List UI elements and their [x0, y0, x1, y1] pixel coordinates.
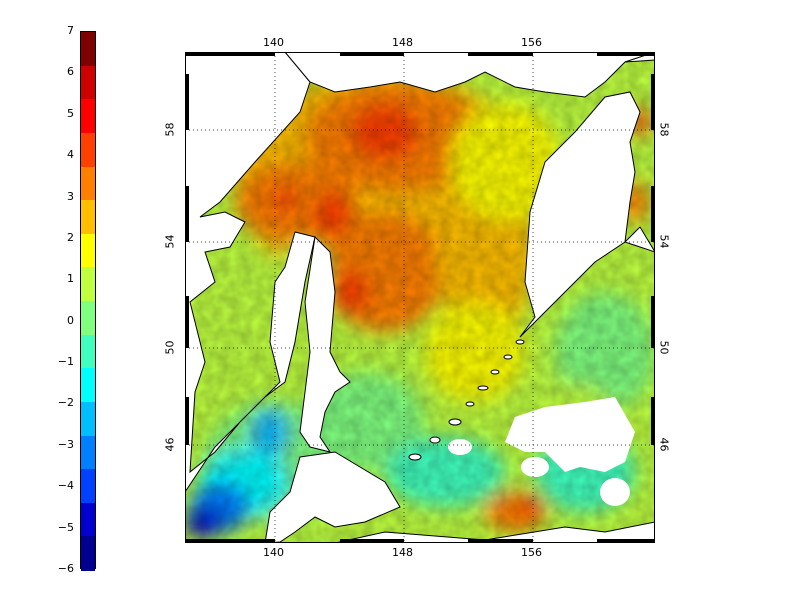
lat-label-left-58: 58	[163, 122, 177, 137]
colorbar-band	[81, 368, 95, 403]
colorbar-tick-label: −5	[57, 520, 74, 534]
colorbar-band	[81, 502, 95, 537]
lon-label-bottom-140: 140	[263, 546, 284, 559]
lat-label-right-58: 58	[657, 122, 671, 137]
colorbar-band	[81, 267, 95, 302]
land-hokkaido	[264, 451, 401, 543]
no-data-areas	[448, 397, 635, 506]
colorbar-band	[81, 301, 95, 336]
colorbar-band	[81, 132, 95, 167]
colorbar-tick-label: −6	[57, 562, 74, 575]
lon-label-top-148: 148	[392, 36, 413, 49]
lat-label-left-54: 54	[163, 234, 177, 249]
colorbar-band	[81, 233, 95, 268]
map-plot	[185, 52, 655, 543]
land-sakhalin	[299, 235, 351, 453]
lon-label-bottom-148: 148	[392, 546, 413, 559]
colorbar-band	[81, 435, 95, 470]
lat-label-right-46: 46	[657, 437, 671, 452]
colorbar-band	[81, 334, 95, 369]
lat-label-right-50: 50	[657, 340, 671, 355]
colorbar-band	[81, 401, 95, 436]
lat-label-left-46: 46	[163, 437, 177, 452]
colorbar-band	[81, 200, 95, 235]
colorbar-tick-label: 5	[67, 106, 74, 120]
land-north-coast	[284, 52, 655, 98]
lat-label-right-54: 54	[657, 234, 671, 249]
colorbar-tick-label: −4	[57, 479, 74, 493]
colorbar	[80, 31, 96, 571]
map-frame-bars	[185, 52, 655, 543]
colorbar-band	[81, 99, 95, 134]
colorbar-tick-label: 4	[67, 148, 74, 162]
colorbar-band	[81, 536, 95, 571]
colorbar-tick-label: −1	[57, 355, 74, 369]
colorbar-band	[81, 65, 95, 100]
land-kamchatka	[519, 52, 655, 338]
colorbar-tick-label: 3	[67, 189, 74, 203]
lon-label-top-156: 156	[521, 36, 542, 49]
colorbar-tick-label: 6	[67, 65, 74, 79]
colorbar-tick-label: −3	[57, 437, 74, 451]
colorbar-tick-label: 7	[67, 24, 74, 37]
colorbar-band	[81, 166, 95, 201]
lon-label-bottom-156: 156	[521, 546, 542, 559]
colorbar-tick-label: 2	[67, 230, 74, 244]
land-mainland	[185, 52, 316, 493]
land-masses	[185, 52, 655, 543]
map-frame: 140 148 156 140 148 156 58 54 50 46 58 5…	[164, 36, 671, 559]
colorbar-tick-label: 0	[67, 313, 74, 327]
lon-label-top-140: 140	[263, 36, 284, 49]
colorbar-labels: 7 6 5 4 3 2 1 0 −1 −2 −3 −4 −5 −6	[0, 0, 80, 600]
colorbar-band	[81, 469, 95, 504]
lat-label-left-50: 50	[163, 340, 177, 355]
colorbar-band	[81, 32, 95, 67]
colorbar-tick-label: −2	[57, 396, 74, 410]
colorbar-tick-label: 1	[67, 272, 74, 286]
kuril-islands	[408, 339, 525, 461]
